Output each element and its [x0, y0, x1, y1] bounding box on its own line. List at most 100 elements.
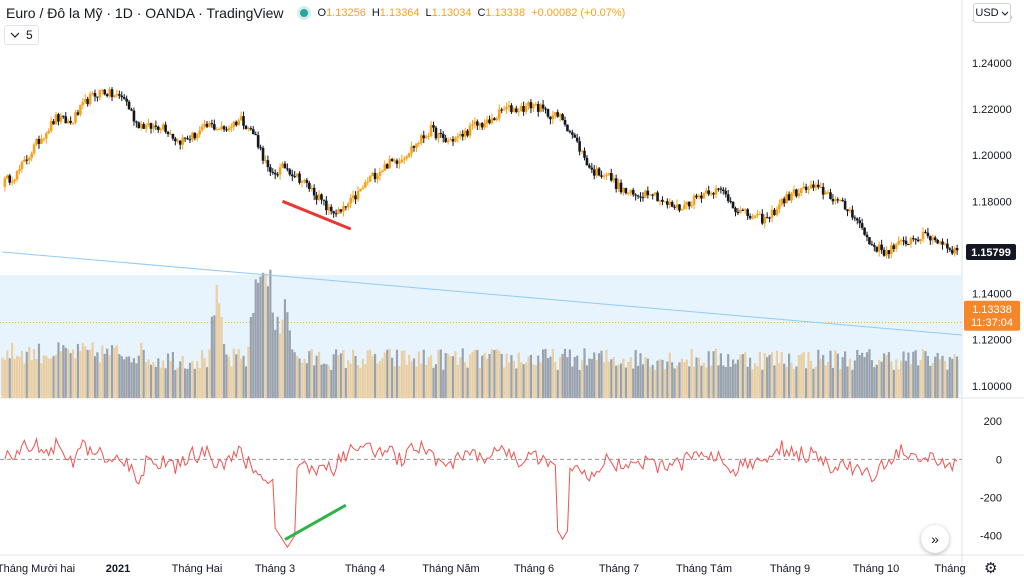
candle-body — [592, 169, 596, 176]
volume-bar — [120, 356, 123, 398]
candle-body — [373, 172, 377, 180]
time-tick-label: Tháng — [934, 563, 965, 575]
time-tick-label: Tháng 10 — [853, 563, 899, 575]
volume-bar — [761, 369, 764, 398]
candle-body — [393, 160, 396, 162]
volume-bar — [220, 316, 223, 398]
candle-body — [322, 199, 326, 201]
volume-bar — [488, 353, 491, 398]
volume-bar — [334, 349, 338, 398]
volume-bar — [391, 357, 394, 398]
candle-body — [424, 136, 428, 139]
price-tick-label: 1.18000 — [972, 196, 1012, 208]
candle-body — [658, 199, 662, 202]
price-axis[interactable]: 1.260001.240001.220001.200001.180001.160… — [964, 12, 1020, 543]
candle-body — [855, 218, 859, 221]
candle-body — [666, 201, 669, 205]
volume-bar — [459, 357, 462, 398]
candle-body — [758, 213, 762, 215]
gear-icon[interactable]: ⚙ — [984, 560, 998, 577]
candle-body — [858, 220, 862, 224]
candle-body — [870, 244, 874, 246]
volume-bar — [731, 359, 735, 398]
candle-body — [254, 134, 258, 136]
candle-body — [685, 201, 689, 205]
candle-body — [395, 160, 399, 164]
candle-body — [746, 209, 749, 217]
candle-body — [819, 186, 823, 188]
indicator-toggle-button[interactable]: 5 — [4, 25, 39, 45]
candle-body — [298, 173, 301, 183]
volume-bar — [617, 364, 620, 398]
candle-body — [205, 123, 209, 127]
volume-bar — [834, 350, 837, 398]
volume-bar — [67, 348, 70, 398]
candle-body — [680, 209, 684, 211]
volume-bar — [32, 348, 36, 398]
volume-bar — [6, 350, 9, 398]
scroll-to-realtime-button[interactable]: » — [921, 525, 949, 553]
symbol-title[interactable]: Euro / Đô la Mỹ · 1D · OANDA · TradingVi… — [6, 5, 284, 21]
candle-body — [843, 200, 847, 210]
candle-body — [339, 209, 343, 212]
candle-body — [81, 102, 85, 106]
candle-body — [400, 159, 404, 163]
chevron-down-icon — [1001, 11, 1008, 16]
candle-body — [422, 135, 426, 139]
volume-bar — [956, 356, 959, 398]
candle-body — [553, 112, 557, 116]
candle-body — [485, 119, 489, 124]
candle-body — [259, 147, 262, 149]
candle-body — [25, 159, 29, 161]
volume-bar — [79, 350, 82, 398]
candle-body — [471, 124, 474, 126]
volume-bar — [809, 360, 813, 398]
volume-bar — [242, 355, 245, 398]
volume-bar — [739, 354, 742, 398]
volume-bar — [444, 353, 447, 398]
volume-bar — [427, 357, 430, 398]
candle-body — [137, 122, 141, 129]
volume-bar — [512, 360, 515, 398]
volume-bar — [943, 361, 947, 398]
volume-bar — [225, 354, 228, 398]
volume-bar — [52, 356, 55, 398]
candle-body — [663, 201, 667, 203]
candle-body — [483, 123, 486, 128]
volume-bar — [814, 366, 817, 398]
time-axis[interactable]: Tháng Mười hai 2021 Tháng Hai Tháng 3 Tháng … — [0, 563, 966, 575]
candle-body — [480, 123, 484, 128]
candle-body — [191, 132, 194, 140]
volume-bar — [59, 351, 62, 398]
volume-bar — [629, 357, 632, 398]
candle-body — [266, 160, 270, 168]
volume-bar — [288, 330, 291, 398]
volume-bar — [861, 352, 864, 398]
volume-bar — [412, 358, 416, 398]
volume-bar — [266, 286, 269, 398]
volume-bar — [627, 361, 630, 398]
candle-body — [444, 138, 447, 143]
candle-body — [441, 133, 445, 139]
candle-body — [938, 241, 942, 244]
volume-bar — [600, 350, 603, 398]
volume-bar — [130, 362, 133, 398]
currency-dropdown[interactable]: USD — [973, 3, 1011, 23]
candle-body — [873, 245, 876, 247]
candle-body — [149, 123, 153, 129]
volume-bar — [354, 355, 357, 398]
volume-bar — [169, 360, 172, 398]
candle-body — [778, 204, 781, 210]
volume-bar — [924, 351, 927, 398]
volume-bar — [948, 357, 951, 398]
volume-bar — [573, 357, 576, 398]
volume-bar — [45, 355, 48, 398]
candle-body — [556, 112, 560, 117]
volume-bar — [578, 369, 581, 398]
candle-body — [892, 245, 896, 249]
volume-bar — [537, 355, 540, 398]
candle-body — [83, 98, 87, 103]
volume-bar — [13, 358, 16, 398]
volume-bar — [749, 357, 752, 398]
